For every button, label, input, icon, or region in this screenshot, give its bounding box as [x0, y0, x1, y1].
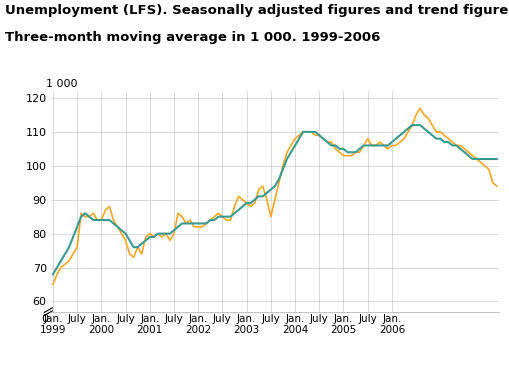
Text: Unemployment (LFS). Seasonally adjusted figures and trend figures.: Unemployment (LFS). Seasonally adjusted … [5, 4, 509, 17]
Text: Three-month moving average in 1 000. 1999-2006: Three-month moving average in 1 000. 199… [5, 31, 380, 44]
Text: 0: 0 [41, 314, 48, 323]
Text: 1 000: 1 000 [46, 79, 77, 89]
